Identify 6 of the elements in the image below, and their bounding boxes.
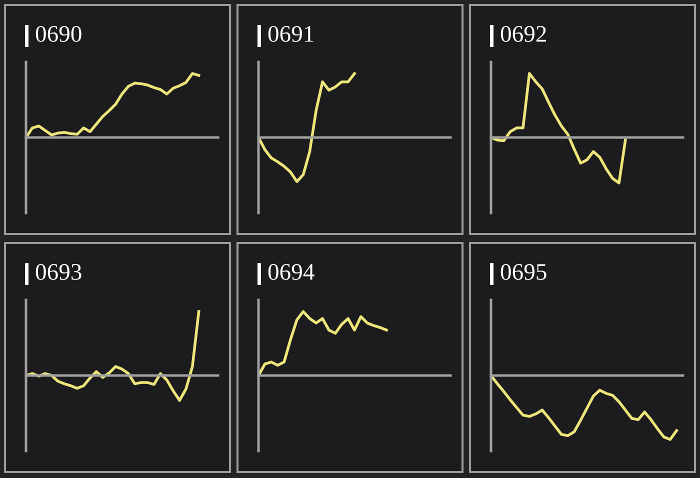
chart-title: 0693: [36, 264, 82, 280]
chart-title: 0691: [268, 26, 314, 42]
chart-title: 0695: [500, 264, 546, 280]
chart-title: 0690: [36, 26, 82, 42]
chart-title: 0694: [268, 264, 314, 280]
chart-title: 0692: [500, 26, 546, 42]
